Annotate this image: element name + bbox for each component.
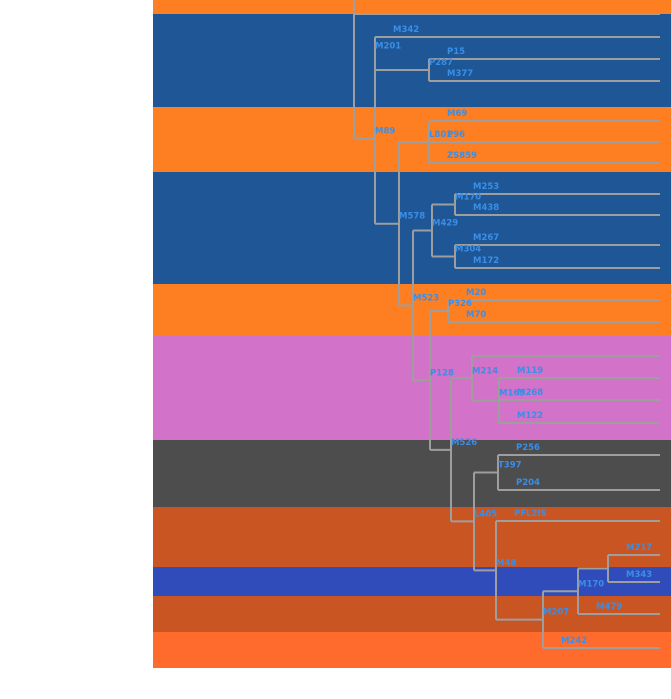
internal-node-label: M170 bbox=[578, 579, 604, 589]
internal-node-label: M48 bbox=[496, 558, 516, 568]
internal-node-label: M165 bbox=[499, 389, 525, 399]
internal-node-label: M170 bbox=[455, 193, 481, 203]
leaf-label: M172 bbox=[473, 256, 499, 266]
leaf-label: ZS859 bbox=[447, 151, 477, 161]
internal-node-label: P326 bbox=[448, 299, 472, 309]
clade-band bbox=[153, 507, 671, 567]
internal-node-label: M523 bbox=[413, 293, 439, 303]
clade-band bbox=[153, 567, 671, 596]
internal-node-label: T397 bbox=[498, 461, 522, 471]
internal-node-label: M89 bbox=[375, 127, 395, 137]
internal-node-label: M578 bbox=[399, 212, 425, 222]
clade-band bbox=[153, 107, 671, 172]
internal-node-label: M214 bbox=[472, 366, 498, 376]
leaf-label: P256 bbox=[516, 443, 540, 453]
internal-node-label: M207 bbox=[543, 608, 569, 618]
leaf-label: P96 bbox=[447, 130, 465, 140]
leaf-label: M217 bbox=[626, 543, 652, 553]
internal-node-label: L801 bbox=[429, 130, 452, 140]
internal-node-label: M201 bbox=[375, 42, 401, 52]
leaf-label: M438 bbox=[473, 203, 499, 213]
internal-node-label: P128 bbox=[430, 368, 454, 378]
clade-band bbox=[153, 14, 671, 107]
leaf-label: M479 bbox=[596, 602, 622, 612]
leaf-label: M122 bbox=[517, 411, 543, 421]
leaf-label: PFL2IS bbox=[514, 509, 547, 519]
leaf-label: M377 bbox=[447, 69, 473, 79]
leaf-label: M119 bbox=[517, 366, 543, 376]
leaf-label: M70 bbox=[466, 310, 486, 320]
leaf-label: M242 bbox=[561, 636, 587, 646]
clade-band bbox=[153, 440, 671, 507]
internal-node-label: M429 bbox=[432, 219, 458, 229]
internal-node-label: L405 bbox=[474, 509, 497, 519]
leaf-label: M343 bbox=[626, 570, 652, 580]
clade-band bbox=[153, 0, 671, 14]
leaf-label: M342 bbox=[393, 25, 419, 35]
tree-branches bbox=[353, 0, 660, 649]
internal-node-label: M304 bbox=[455, 245, 481, 255]
leaf-label: M20 bbox=[466, 288, 486, 298]
leaf-label: M268 bbox=[517, 388, 543, 398]
leaf-label: P15 bbox=[447, 47, 465, 57]
leaf-label: M253 bbox=[473, 182, 499, 192]
leaf-label: P204 bbox=[516, 478, 540, 488]
internal-node-label: M526 bbox=[451, 438, 477, 448]
leaf-label: M69 bbox=[447, 109, 467, 119]
leaf-label: M267 bbox=[473, 233, 499, 243]
clade-band bbox=[153, 632, 671, 668]
internal-node-label: P287 bbox=[429, 58, 453, 68]
